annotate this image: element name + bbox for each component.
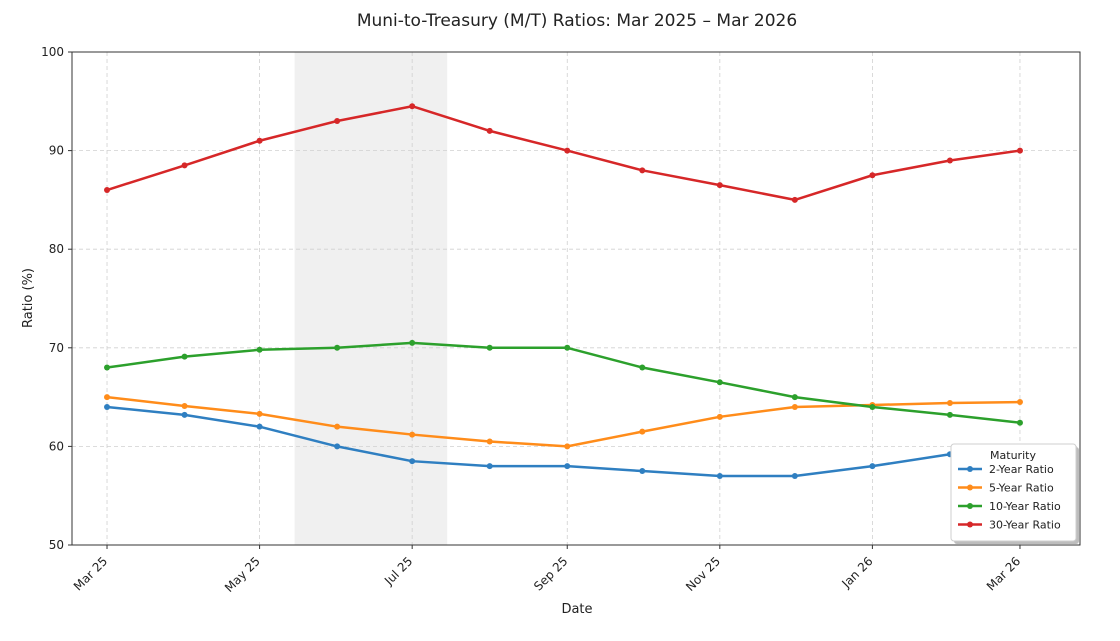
legend-label: 30-Year Ratio — [989, 519, 1061, 532]
data-point — [334, 443, 341, 450]
y-tick-label: 60 — [49, 439, 64, 453]
data-point — [334, 423, 341, 430]
data-point — [1016, 147, 1023, 154]
data-point — [791, 394, 798, 401]
data-point — [104, 364, 111, 371]
axes — [68, 51, 1081, 549]
data-point — [486, 438, 493, 445]
data-point — [409, 339, 416, 346]
data-point — [946, 411, 953, 418]
x-tick-label: May 25 — [222, 554, 263, 595]
data-point — [334, 344, 341, 351]
data-point — [104, 187, 111, 194]
data-point — [716, 379, 723, 386]
legend-label: 2-Year Ratio — [989, 463, 1054, 476]
data-point — [256, 346, 263, 353]
x-tick-label: Jan 26 — [839, 554, 876, 591]
data-point — [181, 162, 188, 169]
legend-box — [950, 443, 1077, 542]
data-point — [791, 472, 798, 479]
data-point — [639, 428, 646, 435]
y-tick-label: 70 — [49, 341, 64, 355]
x-tick-label: Nov 25 — [683, 554, 723, 594]
y-tick-label: 90 — [49, 144, 64, 158]
data-point — [564, 443, 571, 450]
data-point — [639, 364, 646, 371]
data-point — [409, 458, 416, 465]
y-tick-label: 100 — [41, 45, 64, 59]
data-point — [486, 127, 493, 134]
y-tick-label: 50 — [49, 538, 64, 552]
data-point — [564, 463, 571, 470]
legend-label: 5-Year Ratio — [989, 482, 1054, 495]
data-point — [564, 147, 571, 154]
data-point — [256, 423, 263, 430]
data-point — [409, 103, 416, 110]
data-point — [181, 402, 188, 409]
x-tick-label: Jul 25 — [381, 554, 415, 588]
x-tick-label: Mar 25 — [71, 554, 110, 593]
data-point — [104, 403, 111, 410]
data-point — [639, 167, 646, 174]
data-point — [104, 394, 111, 401]
data-point — [486, 463, 493, 470]
y-axis-label: Ratio (%) — [21, 268, 36, 328]
data-point — [1016, 399, 1023, 406]
data-point — [486, 344, 493, 351]
data-point — [716, 182, 723, 189]
data-point — [946, 157, 953, 164]
data-point — [946, 400, 953, 407]
data-point — [869, 172, 876, 179]
data-point — [256, 410, 263, 417]
data-point — [791, 403, 798, 410]
data-point — [1016, 419, 1023, 426]
data-point — [409, 431, 416, 438]
axes-frame — [71, 51, 1081, 546]
x-axis-label: Date — [561, 602, 592, 617]
data-point — [716, 472, 723, 479]
data-point — [716, 413, 723, 420]
legend-marker — [967, 503, 973, 509]
legend-marker — [967, 521, 973, 528]
legend: Maturity 2-Year Ratio 5-Year Ratio 10-Year… — [950, 443, 1079, 544]
x-tick-label: Sep 25 — [531, 554, 570, 593]
x-tick-label: Mar 26 — [984, 554, 1023, 593]
data-point — [869, 403, 876, 410]
legend-marker — [967, 484, 973, 491]
data-point — [869, 463, 876, 470]
data-point — [791, 196, 798, 203]
chart-title: Muni-to-Treasury (M/T) Ratios: Mar 2025 … — [357, 11, 797, 31]
data-point — [256, 137, 263, 144]
data-point — [181, 353, 188, 360]
data-point — [639, 468, 646, 475]
data-point — [564, 344, 571, 351]
data-point — [181, 411, 188, 418]
legend-label: 10-Year Ratio — [989, 500, 1061, 513]
series-group — [104, 103, 1023, 479]
plot-background — [72, 52, 1080, 545]
legend-title: Maturity — [990, 449, 1036, 462]
legend-marker — [967, 466, 973, 472]
plot-area — [72, 52, 1080, 545]
y-tick-label: 80 — [49, 242, 64, 256]
data-point — [334, 118, 341, 125]
